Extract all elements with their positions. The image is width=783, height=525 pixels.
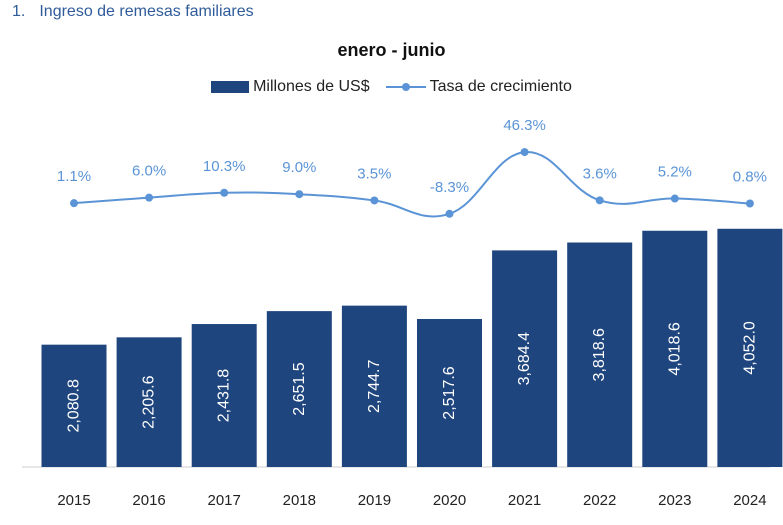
growth-point-2022 [595,196,604,205]
growth-rate-line [73,151,750,218]
legend-bar-label: Millones de US$ [253,78,370,95]
legend-item-line: Tasa de crecimiento [385,78,572,96]
growth-label-2021: 46.3% [503,117,546,134]
growth-label-2022: 3.6% [583,165,617,182]
section-heading: 1. Ingreso de remesas familiares [12,3,254,21]
legend-item-bars: Millones de US$ [211,78,370,96]
x-tick-label-2017: 2017 [208,492,241,509]
growth-point-2020 [445,209,454,218]
bar-value-label-2015: 2,080.8 [66,379,83,432]
section-title: Ingreso de remesas familiares [39,3,254,20]
chart-legend: Millones de US$ Tasa de crecimiento [0,78,783,96]
bar-2018 [266,311,332,467]
x-tick-label-2018: 2018 [283,492,316,509]
bar-2021 [492,250,558,467]
growth-label-2016: 6.0% [132,163,166,180]
x-tick-label-2020: 2020 [433,492,466,509]
x-tick-label-2019: 2019 [358,492,391,509]
legend-line-label: Tasa de crecimiento [429,78,572,95]
growth-point-2018 [295,190,304,199]
bar-value-label-2024: 4,052.0 [741,321,758,374]
bar-2023 [642,230,708,467]
section-number: 1. [12,3,26,20]
bar-2017 [191,324,257,467]
bar-2022 [567,242,633,467]
bar-value-label-2016: 2,205.6 [141,375,158,428]
x-tick-label-2022: 2022 [583,492,616,509]
growth-point-2016 [145,193,154,202]
bar-2016 [116,337,182,467]
bar-value-label-2019: 2,744.7 [366,360,383,413]
growth-label-2018: 9.0% [282,159,316,176]
x-tick-label-2024: 2024 [733,492,766,509]
bar-value-label-2022: 3,818.6 [591,328,608,381]
bar-2020 [417,318,482,467]
growth-point-2019 [370,196,379,205]
bar-value-label-2017: 2,431.8 [216,369,233,422]
bar-2015 [41,344,107,467]
growth-point-2023 [670,194,679,203]
x-tick-label-2023: 2023 [658,492,691,509]
bar-2024 [717,228,783,467]
growth-label-2019: 3.5% [357,165,391,182]
bar-value-label-2021: 3,684.4 [516,332,533,385]
legend-line-swatch [385,81,426,93]
x-tick-label-2015: 2015 [57,492,90,509]
bar-2019 [341,305,407,467]
growth-label-2015: 1.1% [57,168,91,185]
legend-bar-swatch [211,81,250,93]
chart-title: enero - junio [337,40,446,60]
x-tick-label-2016: 2016 [132,492,165,509]
growth-point-2024 [745,199,754,208]
growth-label-2020: -8.3% [430,179,469,196]
bar-value-label-2020: 2,517.6 [441,366,458,419]
bar-value-label-2018: 2,651.5 [291,362,308,415]
growth-label-2024: 0.8% [733,168,767,185]
growth-point-2021 [520,148,529,157]
bar-value-label-2023: 4,018.6 [666,322,683,375]
x-tick-label-2021: 2021 [508,492,541,509]
growth-point-2017 [220,188,229,197]
growth-point-2015 [70,199,78,208]
growth-label-2023: 5.2% [658,164,692,181]
growth-label-2017: 10.3% [203,158,246,175]
